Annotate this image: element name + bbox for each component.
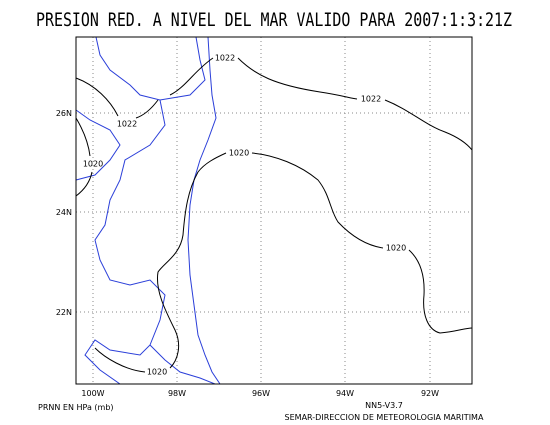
- lon-label: 100W: [81, 389, 104, 398]
- units-note: PRNN EN HPa (mb): [38, 403, 114, 412]
- lat-label: 22N: [56, 308, 72, 317]
- contour-label: 1020: [147, 368, 167, 377]
- contour-label: 1020: [83, 160, 103, 169]
- lon-label: 94W: [336, 389, 354, 398]
- contour-labels: 1022 1022 1022 1020 1020 1020 1020: [83, 54, 406, 377]
- coastline: [187, 36, 221, 385]
- state-border: [75, 109, 121, 181]
- lat-label: 24N: [56, 208, 72, 217]
- lon-label: 96W: [252, 389, 270, 398]
- isobar: [94, 152, 227, 373]
- contour-label: 1020: [386, 244, 406, 253]
- state-border: [84, 99, 166, 385]
- isobar: [75, 77, 159, 119]
- lat-label: 26N: [56, 109, 72, 118]
- lon-label: 92W: [421, 389, 439, 398]
- map-title: PRESION RED. A NIVEL DEL MAR VALIDO PARA…: [36, 9, 512, 31]
- axis-labels: 100W 98W 96W 94W 92W 26N 24N 22N: [56, 109, 439, 398]
- version-note: NN5-V3.7: [365, 401, 403, 410]
- state-border: [149, 344, 216, 385]
- isobar: [237, 57, 473, 151]
- contour-label: 1020: [229, 149, 249, 158]
- contour-label: 1022: [117, 120, 137, 129]
- contour-label: 1022: [361, 95, 381, 104]
- coastlines: [75, 36, 221, 385]
- isobar: [251, 152, 473, 334]
- isobar: [169, 57, 214, 96]
- contour-label: 1022: [215, 54, 235, 63]
- map-frame: [75, 36, 473, 385]
- credit-note: SEMAR-DIRECCION DE METEOROLOGIA MARITIMA: [285, 413, 484, 422]
- isobar: [75, 117, 93, 197]
- isobars: [75, 57, 473, 373]
- grid: [76, 37, 472, 384]
- lon-label: 98W: [168, 389, 186, 398]
- state-border: [95, 36, 206, 101]
